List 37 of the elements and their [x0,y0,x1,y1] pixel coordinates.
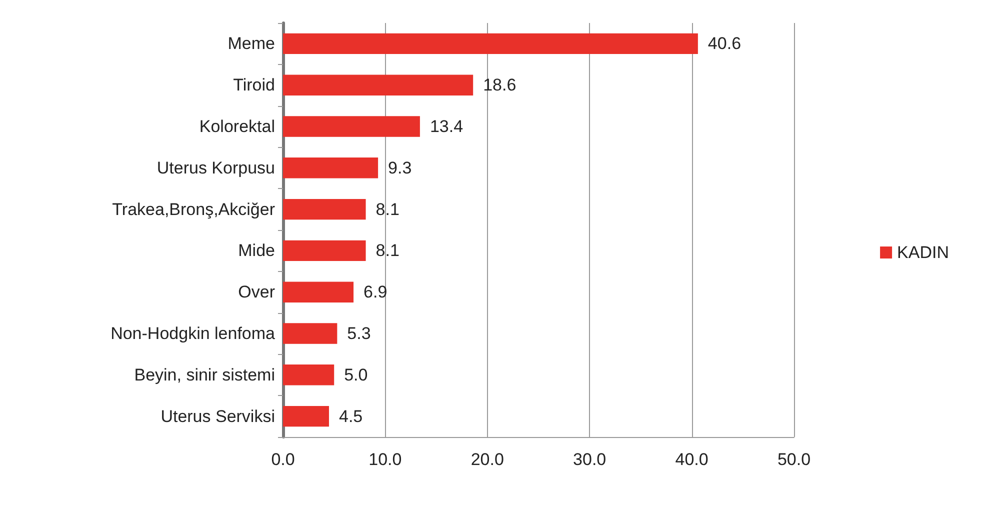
bar [283,282,354,302]
data-label: 6.9 [364,282,388,302]
bar [283,198,366,220]
y-tick-label: Trakea,Bronş,Akciğer [112,200,276,219]
bar [283,74,474,96]
y-tick-label: Tiroid [233,76,275,95]
bar [283,33,698,54]
y-tick-label: Non-Hodgkin lenfoma [110,324,276,343]
x-tick-label: 40.0 [675,450,708,469]
bar [283,240,366,262]
bar [283,406,329,427]
data-label: 13.4 [430,117,464,136]
y-tick-label: Uterus Serviksi [160,406,275,426]
data-label: 8.1 [376,241,400,260]
x-tick-label: 20.0 [470,450,504,469]
y-tick-label: Meme [228,34,275,54]
x-tick-label: 10.0 [368,450,402,469]
y-tick-label: Over [238,282,276,302]
y-tick-label: Mide [238,241,275,260]
data-label: 9.3 [388,158,412,178]
data-label: 8.1 [376,200,400,219]
legend-label: KADIN [897,243,950,262]
bar [283,116,420,137]
x-tick-label: 50.0 [777,450,811,469]
y-tick-label: Uterus Korpusu [156,158,275,178]
data-label: 4.5 [338,406,363,426]
x-tick-label: 30.0 [573,450,606,469]
bar [283,158,378,178]
bar [283,364,334,386]
data-label: 18.6 [483,76,516,95]
y-tick-label: Beyin, sinir sistemi [134,365,275,384]
y-tick-label: Kolorektal [199,117,275,136]
data-label: 5.3 [347,324,371,343]
data-label: 5.0 [344,365,368,384]
x-tick-label: 0.0 [271,450,295,469]
data-label: 40.6 [708,34,742,54]
bar [283,323,338,344]
